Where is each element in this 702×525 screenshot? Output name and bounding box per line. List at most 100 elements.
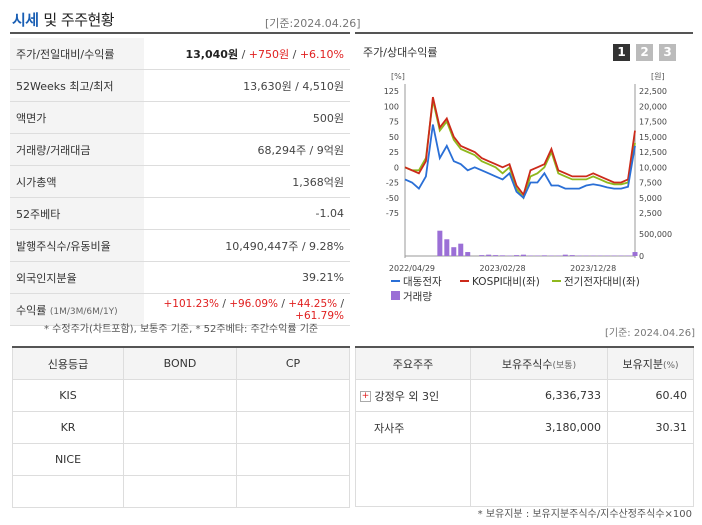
shareholder-footnote: * 보유지분 : 보유지분주식수/지수산정주식수×100 bbox=[477, 509, 692, 520]
col-header-cp: CP bbox=[236, 346, 350, 380]
price-value: 13,040원 bbox=[185, 47, 239, 61]
table-row: 액면가 500원 bbox=[10, 101, 350, 134]
separator: / bbox=[289, 47, 300, 61]
holder-shares: 6,336,733 bbox=[470, 379, 608, 412]
right-tick-label: 20,000 bbox=[639, 102, 667, 111]
table-header-row: 주요주주 보유주식수(보통) 보유지분(%) bbox=[355, 346, 694, 380]
volume-bar bbox=[444, 239, 450, 256]
holder-name[interactable]: 강정우 외 3인 bbox=[374, 389, 440, 403]
separator: / bbox=[278, 297, 289, 310]
x-tick-label: 2023/02/28 bbox=[480, 264, 526, 273]
return-3m: +96.09% bbox=[229, 297, 279, 310]
volume-bar bbox=[465, 252, 471, 256]
separator: / bbox=[218, 297, 230, 310]
holder-name-cell: + 강정우 외 3인 bbox=[355, 379, 471, 412]
volume-tick-label: 0 bbox=[639, 252, 644, 261]
divider bbox=[10, 32, 350, 34]
volume-bar bbox=[520, 254, 526, 256]
left-tick-label: -50 bbox=[386, 194, 399, 203]
agency-name: NICE bbox=[12, 443, 124, 476]
row-value: 1,368억원 bbox=[144, 165, 350, 198]
row-value: 13,040원 / +750원 / +6.10% bbox=[144, 38, 350, 70]
table-row bbox=[355, 443, 694, 507]
date-tag-right: [기준: 2024.04.26] bbox=[605, 328, 696, 339]
bond-cell bbox=[123, 475, 237, 508]
agency-name: KR bbox=[12, 411, 124, 444]
right-unit-label: [원] bbox=[651, 72, 665, 81]
label-text: 수익률 bbox=[16, 303, 47, 317]
holder-name bbox=[355, 443, 471, 507]
row-value: 500원 bbox=[144, 101, 350, 134]
table-header-row: 신용등급 BOND CP bbox=[12, 346, 350, 380]
return-1y: +61.79% bbox=[295, 309, 344, 322]
header-small: (보통) bbox=[552, 360, 577, 371]
col-header-pct: 보유지분(%) bbox=[607, 346, 694, 380]
holder-pct bbox=[607, 443, 694, 507]
right-tick-label: 15,000 bbox=[639, 133, 667, 142]
right-tick-label: 2,500 bbox=[639, 209, 662, 218]
left-tick-label: -25 bbox=[386, 179, 399, 188]
bond-cell bbox=[123, 411, 237, 444]
col-header-bond: BOND bbox=[123, 346, 237, 380]
table-row: 거래량/거래대금 68,294주 / 9억원 bbox=[10, 133, 350, 166]
volume-bar bbox=[562, 254, 568, 256]
bond-cell bbox=[123, 443, 237, 476]
holder-name: 자사주 bbox=[355, 411, 471, 444]
left-tick-label: 0 bbox=[394, 163, 399, 172]
row-value: 39.21% bbox=[144, 261, 350, 294]
chart-tab-3[interactable]: 3 bbox=[659, 44, 676, 61]
shareholder-table: 주요주주 보유주식수(보통) 보유지분(%) + 강정우 외 3인 6,336,… bbox=[355, 346, 694, 507]
row-label: 액면가 bbox=[10, 101, 144, 134]
page-title: 시세 및 주주현황 bbox=[12, 9, 115, 30]
return-1m: +101.23% bbox=[163, 297, 219, 310]
row-label: 52주베타 bbox=[10, 197, 144, 230]
series-line-3 bbox=[404, 99, 636, 200]
row-label: 발행주식수/유동비율 bbox=[10, 229, 144, 262]
bond-cell bbox=[123, 379, 237, 412]
legend-swatch bbox=[391, 291, 400, 300]
cp-cell bbox=[236, 443, 350, 476]
left-tick-label: -75 bbox=[386, 209, 399, 218]
row-value: +101.23% / +96.09% / +44.25% / +61.79% bbox=[144, 293, 350, 326]
header-small: (%) bbox=[662, 360, 679, 371]
volume-bar bbox=[451, 247, 457, 256]
row-label: 거래량/거래대금 bbox=[10, 133, 144, 166]
row-label: 시가총액 bbox=[10, 165, 144, 198]
chart-tab-1[interactable]: 1 bbox=[613, 44, 630, 61]
expand-icon[interactable]: + bbox=[360, 391, 371, 402]
row-label: 외국인지분율 bbox=[10, 261, 144, 294]
header-text: 보유지분 bbox=[622, 357, 663, 371]
separator: / bbox=[337, 297, 344, 310]
left-tick-label: 75 bbox=[389, 118, 399, 127]
holder-shares bbox=[470, 443, 608, 507]
subtitle-text: 및 주주현황 bbox=[43, 11, 115, 29]
table-row: KIS bbox=[12, 379, 350, 412]
right-tick-label: 17,500 bbox=[639, 118, 667, 127]
x-tick-label: 2023/12/28 bbox=[570, 264, 616, 273]
table-row: 자사주 3,180,000 30.31 bbox=[355, 411, 694, 444]
table-row: 시가총액 1,368억원 bbox=[10, 165, 350, 198]
price-table: 주가/전일대비/수익률 13,040원 / +750원 / +6.10% 52W… bbox=[10, 38, 350, 326]
legend-label: KOSPI대비(좌) bbox=[472, 276, 540, 288]
divider bbox=[355, 32, 693, 34]
left-tick-label: 50 bbox=[389, 133, 399, 142]
volume-bar bbox=[479, 255, 485, 256]
table-row: 발행주식수/유동비율 10,490,447주 / 9.28% bbox=[10, 229, 350, 262]
volume-tick-label: 500,000 bbox=[639, 230, 672, 239]
row-label: 수익률 (1M/3M/6M/1Y) bbox=[10, 293, 144, 326]
chart-tab-2[interactable]: 2 bbox=[636, 44, 653, 61]
agency-name: KIS bbox=[12, 379, 124, 412]
x-tick-label: 2022/04/29 bbox=[389, 264, 435, 273]
row-value: 10,490,447주 / 9.28% bbox=[144, 229, 350, 262]
right-tick-label: 12,500 bbox=[639, 148, 667, 157]
volume-bar bbox=[437, 230, 443, 256]
credit-rating-table: 신용등급 BOND CP KIS KR NICE bbox=[12, 346, 350, 508]
header-text: 보유주식수 bbox=[501, 357, 553, 371]
row-value: -1.04 bbox=[144, 197, 350, 230]
table-row: 외국인지분율 39.21% bbox=[10, 261, 350, 294]
table-row: + 강정우 외 3인 6,336,733 60.40 bbox=[355, 379, 694, 412]
cp-cell bbox=[236, 411, 350, 444]
agency-name bbox=[12, 475, 124, 508]
change-value: +750원 bbox=[248, 47, 290, 61]
volume-bar bbox=[493, 255, 499, 256]
